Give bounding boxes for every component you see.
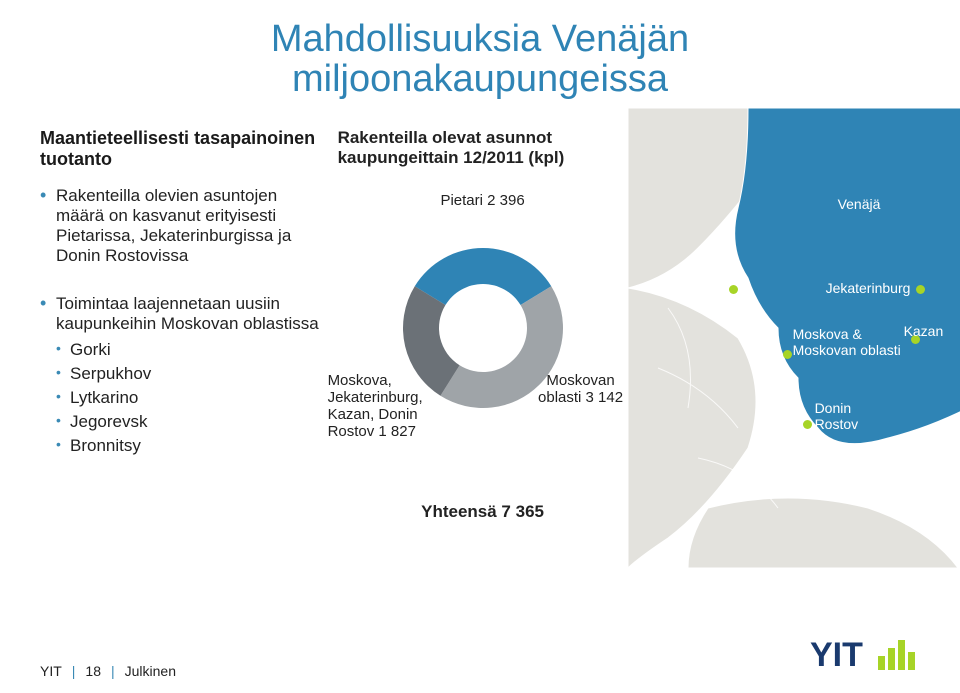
- sub-bullet-text: Serpukhov: [70, 364, 151, 383]
- footer: YIT | 18 | Julkinen: [40, 663, 176, 679]
- footer-classification: Julkinen: [125, 663, 176, 679]
- bullet-text: Rakenteilla olevien asuntojen määrä on k…: [56, 186, 291, 265]
- chart-total: Yhteensä 7 365: [338, 502, 628, 522]
- sub-bullet-list: Gorki Serpukhov Lytkarino Jegorevsk Bron…: [56, 340, 328, 456]
- sub-bullet-text: Gorki: [70, 340, 111, 359]
- segment-label-right: Moskovan oblasti 3 142: [526, 372, 636, 406]
- title-line-1: Mahdollisuuksia Venäjän: [40, 20, 920, 60]
- logo-bars-icon: [878, 640, 915, 670]
- left-subtitle: Maantieteellisesti tasapainoinen tuotant…: [40, 128, 328, 170]
- sub-bullet-item: Bronnitsy: [56, 436, 328, 456]
- content-row: Maantieteellisesti tasapainoinen tuotant…: [40, 128, 920, 532]
- city-label-jekaterinburg: Jekaterinburg: [826, 280, 911, 296]
- donut-chart: Pietari 2 396 Moskova, Jekaterinburg, Ka…: [338, 192, 628, 532]
- city-label-moskova: Moskova & Moskovan oblasti: [793, 326, 913, 358]
- footer-brand: YIT: [40, 663, 62, 679]
- bullet-item: Rakenteilla olevien asuntojen määrä on k…: [40, 186, 328, 266]
- footer-separator-icon: |: [111, 663, 115, 679]
- bullet-list: Rakenteilla olevien asuntojen määrä on k…: [40, 186, 328, 456]
- city-dot-rostov: [803, 420, 812, 429]
- sub-bullet-text: Bronnitsy: [70, 436, 141, 455]
- city-dot-pietari: [729, 285, 738, 294]
- city-label-pietari: Pietari: [688, 280, 728, 296]
- city-dot-moskova: [783, 350, 792, 359]
- footer-separator-icon: |: [72, 663, 76, 679]
- sub-bullet-item: Jegorevsk: [56, 412, 328, 432]
- donut-segment: [414, 248, 551, 305]
- brand-logo: YIT: [810, 634, 920, 683]
- brand-logo-svg: YIT: [810, 634, 920, 678]
- footer-page: 18: [85, 663, 101, 679]
- segment-label-left: Moskova, Jekaterinburg, Kazan, Donin Ros…: [328, 372, 463, 440]
- bullet-item: Toimintaa laajennetaan uusiin kaupunkeih…: [40, 294, 328, 456]
- sub-bullet-item: Lytkarino: [56, 388, 328, 408]
- sub-bullet-item: Gorki: [56, 340, 328, 360]
- left-column: Maantieteellisesti tasapainoinen tuotant…: [40, 128, 338, 532]
- sub-bullet-item: Serpukhov: [56, 364, 328, 384]
- chart-column: Rakenteilla olevat asunnot kaupungeittai…: [338, 128, 628, 532]
- sub-bullet-text: Lytkarino: [70, 388, 138, 407]
- bullet-text: Toimintaa laajennetaan uusiin kaupunkeih…: [56, 294, 319, 333]
- map-country-label: Venäjä: [838, 196, 881, 212]
- chart-heading: Rakenteilla olevat asunnot kaupungeittai…: [338, 128, 628, 168]
- logo-text: YIT: [810, 636, 863, 674]
- city-label-rostov: Donin Rostov: [815, 400, 885, 432]
- city-dot-jekaterinburg: [916, 285, 925, 294]
- map-column: Venäjä Pietari Jekaterinburg Moskova & M…: [628, 128, 920, 532]
- segment-label-top: Pietari 2 396: [338, 192, 628, 209]
- title-line-2: miljoonakaupungeissa: [40, 60, 920, 100]
- page-title: Mahdollisuuksia Venäjän miljoonakaupunge…: [40, 20, 920, 100]
- city-label-kazan: Kazan: [904, 323, 944, 339]
- sub-bullet-text: Jegorevsk: [70, 412, 147, 431]
